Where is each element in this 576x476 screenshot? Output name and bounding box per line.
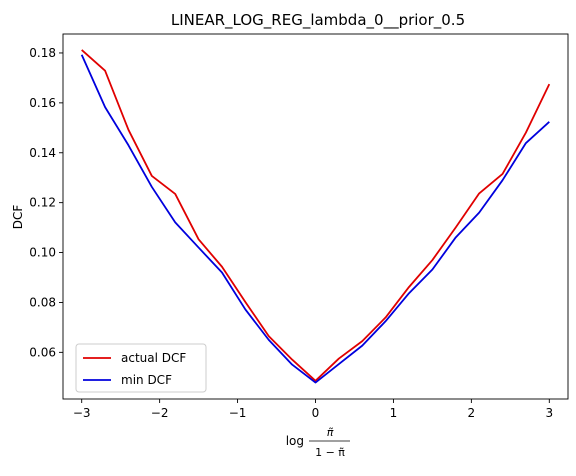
x-tick-label: 1: [390, 406, 398, 420]
y-tick-label: 0.18: [29, 46, 56, 60]
chart-title: LINEAR_LOG_REG_lambda_0__prior_0.5: [171, 11, 465, 30]
plot-area: −3 −2 −1 0 1 2 3 0.06 0.08 0.10 0.12 0.14 0.16 0.18: [29, 33, 569, 420]
x-axis-label-denominator: 1 − π̃: [315, 446, 345, 459]
series-lines: [80, 49, 551, 384]
y-axis-label: DCF: [11, 205, 25, 230]
y-tick-label: 0.10: [29, 246, 56, 260]
x-tick-label: −1: [229, 406, 247, 420]
x-axis-ticks: −3 −2 −1 0 1 2 3: [73, 399, 553, 420]
legend-label-min-dcf: min DCF: [121, 373, 172, 387]
y-tick-label: 0.12: [29, 196, 56, 210]
x-tick-label: −2: [151, 406, 169, 420]
y-tick-label: 0.16: [29, 96, 56, 110]
legend: actual DCF min DCF: [75, 343, 207, 393]
legend-label-actual-dcf: actual DCF: [121, 351, 186, 365]
x-tick-label: 3: [545, 406, 553, 420]
y-axis-ticks: 0.06 0.08 0.10 0.12 0.14 0.16 0.18: [29, 46, 63, 359]
x-axis-label-numerator: π̃: [327, 426, 334, 439]
y-tick-label: 0.14: [29, 146, 56, 160]
series-line-actual-dcf: [81, 49, 551, 382]
series-line-min-dcf: [80, 54, 550, 384]
y-tick-label: 0.08: [29, 295, 56, 309]
y-tick-label: 0.06: [29, 345, 56, 359]
x-axis-label: log π̃ 1 − π̃: [286, 426, 350, 459]
x-axis-label-log: log: [286, 434, 304, 448]
x-tick-label: −3: [73, 406, 91, 420]
x-tick-label: 0: [312, 406, 320, 420]
x-tick-label: 2: [468, 406, 476, 420]
